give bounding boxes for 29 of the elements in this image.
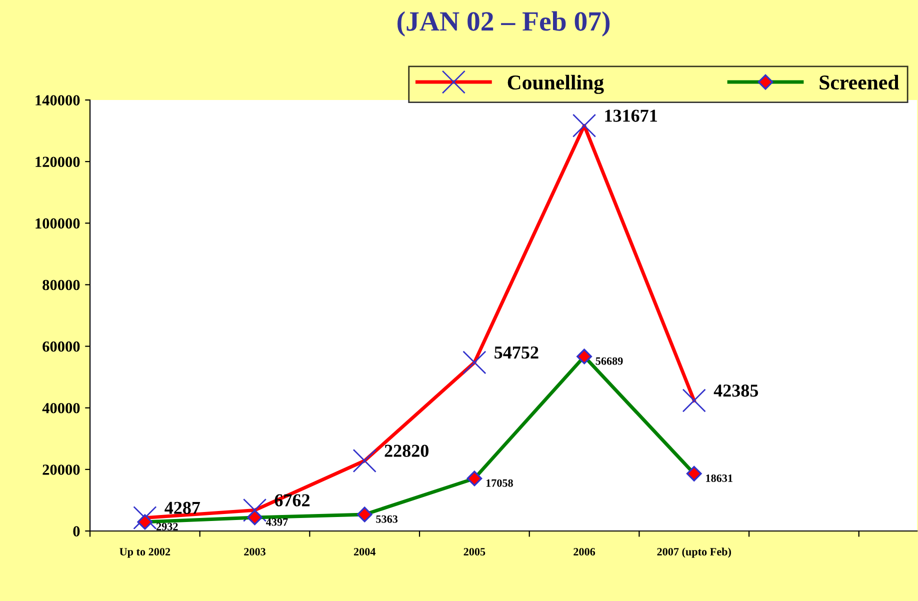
data-label: 4287 xyxy=(164,502,200,514)
y-tick-label: 120000 xyxy=(36,156,80,168)
x-tick-label: 2006 xyxy=(574,548,596,556)
data-label: 56689 xyxy=(596,357,623,365)
x-tick-label: 2005 xyxy=(464,548,486,556)
y-tick-label: 100000 xyxy=(36,218,80,229)
x-tick-label: Up to 2002 xyxy=(120,548,170,558)
data-label: 2932 xyxy=(156,522,178,530)
data-label: 131671 xyxy=(605,110,657,122)
y-tick-label: 0 xyxy=(73,526,80,536)
data-label: 22820 xyxy=(384,444,428,457)
y-tick-label: 80000 xyxy=(42,280,80,290)
data-label: 54752 xyxy=(494,346,538,359)
chart-title: (JAN 02 – Feb 07) xyxy=(398,11,610,36)
y-tick-label: 40000 xyxy=(42,403,80,414)
y-tick-label: 140000 xyxy=(36,95,80,106)
data-label: 4397 xyxy=(266,518,288,526)
legend-label: Screened xyxy=(820,74,900,90)
x-tick-label: 2007 (upto Feb) xyxy=(657,548,731,558)
x-tick-label: 2003 xyxy=(244,548,266,556)
x-tick-label: 2004 xyxy=(354,548,376,556)
y-tick-label: 60000 xyxy=(42,341,80,352)
data-label: 5363 xyxy=(376,515,398,523)
legend-label: Counelling xyxy=(508,74,604,94)
data-label: 42385 xyxy=(714,384,758,397)
data-label: 6762 xyxy=(274,494,310,506)
y-tick-label: 20000 xyxy=(42,464,80,475)
data-label: 18631 xyxy=(706,474,732,482)
data-label: 17058 xyxy=(486,479,513,487)
